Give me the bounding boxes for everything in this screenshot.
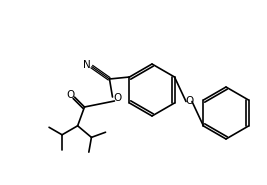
Text: O: O xyxy=(66,90,75,100)
Text: O: O xyxy=(113,93,121,103)
Text: O: O xyxy=(185,97,193,107)
Text: N: N xyxy=(83,60,90,70)
